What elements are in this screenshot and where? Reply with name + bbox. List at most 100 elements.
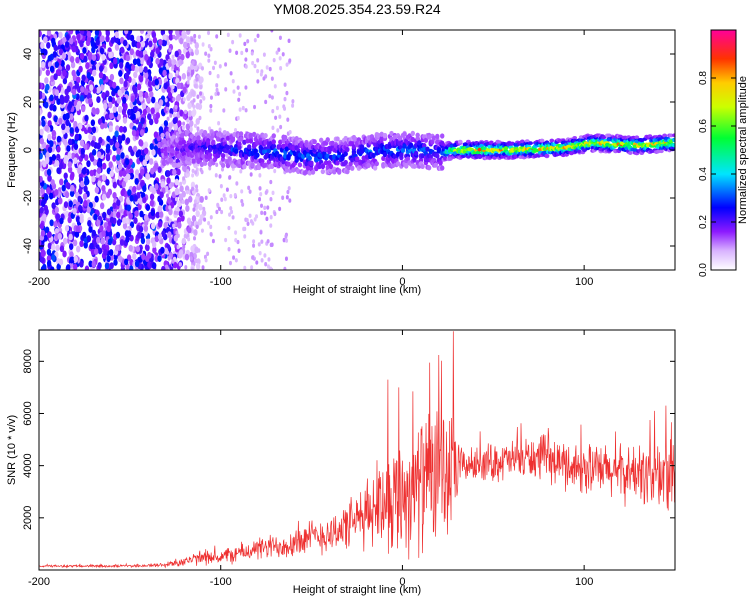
spectrogram-cell — [166, 106, 170, 112]
spectrogram-cell — [75, 56, 80, 64]
spectrogram-cell — [84, 175, 89, 183]
spectrogram-cell — [136, 41, 141, 49]
spectrogram-cell — [270, 95, 274, 100]
spectrogram-cell — [155, 211, 160, 219]
spectrogram-cell — [77, 167, 82, 175]
spectrogram-cell — [76, 76, 81, 84]
spectrogram-cell — [266, 264, 270, 269]
spectrogram-cell — [273, 168, 277, 174]
spectrogram-cell — [49, 103, 54, 111]
spectrogram-cell — [78, 65, 83, 73]
spectrogram-cell — [107, 238, 113, 246]
spectrogram-cell — [86, 72, 91, 79]
spectrogram-cell — [62, 77, 68, 85]
spectrogram-cell — [51, 202, 56, 210]
spectrogram-cell — [51, 129, 56, 137]
spectrogram-cell — [126, 33, 131, 41]
spectrogram-cell — [232, 255, 236, 260]
spectrogram-y-tick-label: -20 — [22, 190, 34, 206]
spectrogram-cell — [173, 210, 177, 215]
spectrogram-cell — [71, 45, 77, 53]
spectrogram-y-tick-label: -40 — [22, 238, 34, 254]
spectrogram-cell — [175, 230, 179, 235]
spectrogram-cell — [138, 139, 144, 147]
spectrogram-cell — [237, 248, 241, 253]
spectrogram-cell — [246, 39, 250, 44]
spectrogram-cell — [118, 70, 123, 77]
spectrogram-cell — [116, 211, 121, 219]
spectrogram-cell — [276, 128, 280, 133]
spectrogram-cell — [122, 217, 127, 225]
spectrogram-cell — [71, 88, 77, 96]
spectrogram-cell — [47, 231, 52, 239]
spectrogram-cell — [288, 198, 292, 203]
spectrogram-cell — [245, 48, 249, 53]
spectrogram-cell — [44, 157, 50, 164]
spectrogram-cell — [140, 237, 146, 245]
spectrogram-cell — [269, 242, 273, 248]
spectrogram-cell — [257, 242, 261, 247]
spectrogram-cell — [207, 188, 211, 193]
spectrogram-cell — [137, 231, 142, 239]
spectrogram-cell — [75, 104, 80, 112]
spectrogram-cell — [74, 231, 80, 238]
spectrogram-ridge-cell — [165, 131, 170, 137]
spectrogram-cell — [186, 118, 190, 123]
spectrogram-cell — [43, 36, 48, 44]
spectrogram-cell — [128, 244, 133, 252]
spectrogram-cell — [75, 215, 81, 223]
spectrogram-cell — [151, 241, 157, 249]
spectrogram-cell — [47, 111, 52, 119]
spectrogram-cell — [172, 261, 178, 269]
spectrogram-cell — [238, 107, 242, 112]
spectrogram-cell — [98, 136, 103, 144]
spectrogram-cell — [138, 225, 144, 233]
spectrogram-cell — [132, 145, 138, 153]
spectrogram-cell — [155, 57, 160, 65]
spectrogram-cell — [271, 190, 275, 196]
spectrogram-cell — [195, 77, 199, 82]
spectrogram-cell — [171, 259, 175, 264]
spectrogram-cell — [188, 220, 192, 225]
spectrogram-cell — [135, 110, 141, 118]
spectrogram-cell — [240, 198, 244, 204]
spectrogram-cell — [155, 47, 160, 55]
spectrogram-cell — [147, 80, 153, 88]
spectrogram-ridge-cell — [225, 144, 231, 151]
spectrogram-cell — [88, 97, 93, 105]
spectrogram-cell — [93, 248, 99, 255]
spectrogram-cell — [101, 243, 107, 251]
spectrogram-cell — [58, 162, 64, 170]
spectrogram-cell — [80, 180, 85, 188]
spectrogram-cell — [231, 215, 235, 220]
spectrogram-cell — [164, 97, 168, 103]
colorbar-tick-label: 0.2 — [698, 215, 709, 229]
spectrogram-cell — [195, 263, 201, 270]
spectrogram-cell — [167, 58, 171, 64]
spectrogram-cell — [90, 40, 96, 48]
spectrogram-cell — [231, 39, 235, 45]
spectrogram-cell — [214, 91, 218, 97]
spectrogram-cell — [162, 34, 167, 41]
spectrogram-cell — [171, 84, 175, 90]
spectrogram-cell — [284, 256, 288, 261]
spectrogram-cell — [168, 208, 173, 216]
spectrogram-cell — [129, 234, 134, 242]
spectrogram-cell — [84, 265, 90, 270]
spectrogram-cell — [157, 78, 163, 86]
spectrogram-cell — [74, 82, 80, 89]
spectrogram-cell — [96, 151, 102, 159]
spectrogram-cell — [86, 30, 92, 38]
spectrogram-cell — [96, 167, 102, 174]
spectrogram-cell — [50, 179, 55, 186]
spectrogram-cell — [84, 114, 89, 122]
spectrogram-ridge-cell — [243, 154, 249, 160]
spectrogram-cell — [91, 229, 97, 237]
spectrogram-cell — [168, 205, 172, 210]
spectrogram-cell — [120, 152, 125, 159]
spectrogram-cell — [275, 50, 279, 55]
spectrogram-cell — [68, 101, 73, 109]
spectrogram-cell — [175, 210, 179, 216]
spectrogram-cell — [134, 178, 139, 185]
